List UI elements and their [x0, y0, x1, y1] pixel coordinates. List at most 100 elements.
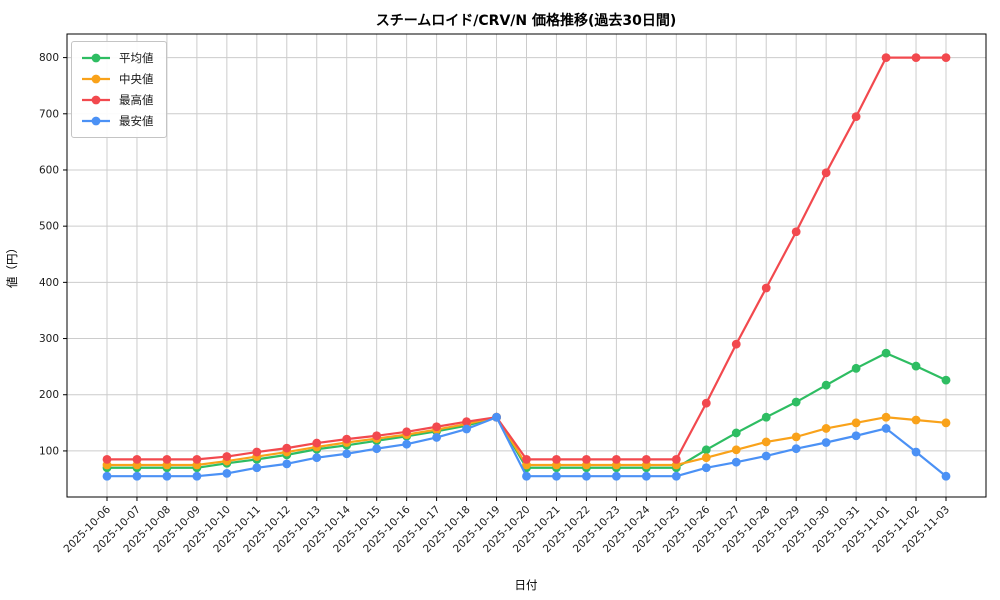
data-point: [492, 412, 501, 422]
data-point: [222, 452, 232, 461]
data-point: [731, 445, 741, 455]
data-point: [881, 53, 891, 62]
data-point: [911, 415, 921, 425]
data-point: [701, 398, 711, 408]
data-point: [701, 463, 711, 473]
data-point: [731, 457, 741, 467]
data-point: [192, 471, 202, 481]
legend-item-最高値: 最高値: [81, 91, 154, 109]
data-point: [911, 447, 921, 457]
data-point: [791, 432, 801, 442]
data-point: [132, 471, 142, 481]
data-point: [462, 424, 471, 434]
data-point: [821, 438, 831, 447]
y-tick-label: 300: [39, 333, 59, 345]
data-point: [552, 471, 561, 481]
data-point: [132, 454, 142, 464]
data-point: [372, 431, 382, 441]
data-point: [851, 363, 861, 373]
data-point: [372, 444, 382, 454]
data-point: [671, 471, 681, 481]
data-point: [611, 471, 621, 481]
legend-marker-icon: [82, 95, 110, 105]
data-point: [282, 443, 292, 453]
data-point: [641, 471, 651, 481]
legend-item-中央値: 中央値: [81, 70, 154, 88]
y-tick-label: 800: [39, 52, 59, 64]
data-point: [791, 397, 801, 407]
data-point: [731, 428, 741, 438]
data-point: [312, 453, 322, 463]
data-point: [881, 348, 891, 358]
y-tick-label: 500: [39, 221, 59, 233]
data-point: [222, 469, 232, 478]
data-point: [851, 112, 861, 121]
data-point: [192, 454, 202, 464]
data-point: [102, 454, 112, 464]
data-point: [701, 453, 711, 463]
data-point: [402, 427, 412, 437]
y-tick-label: 700: [39, 108, 59, 120]
chart-title: スチームロイド/CRV/N 価格推移(過去30日間): [376, 12, 677, 29]
data-point: [941, 53, 951, 62]
data-point: [582, 454, 591, 464]
data-point: [821, 168, 831, 178]
data-point: [851, 418, 861, 428]
data-point: [522, 454, 531, 464]
data-point: [761, 412, 771, 422]
y-tick-label: 200: [39, 389, 59, 401]
data-point: [402, 439, 412, 449]
data-point: [522, 471, 531, 481]
data-point: [911, 361, 921, 371]
x-axis-label: 日付: [515, 578, 538, 592]
data-point: [941, 375, 951, 385]
data-point: [671, 454, 681, 464]
data-point: [791, 444, 801, 454]
data-point: [162, 471, 172, 481]
chart-legend: 平均値中央値最高値最安値: [71, 41, 167, 138]
data-point: [462, 417, 471, 427]
y-tick-label: 400: [39, 277, 59, 289]
data-point: [761, 283, 771, 293]
data-point: [761, 451, 771, 461]
legend-label: 最高値: [119, 93, 154, 107]
data-point: [432, 422, 442, 432]
y-tick-label: 100: [39, 445, 59, 457]
legend-item-最安値: 最安値: [81, 112, 154, 130]
data-point: [791, 227, 801, 237]
data-point: [552, 454, 561, 464]
y-tick-label: 600: [39, 164, 59, 176]
data-point: [821, 380, 831, 390]
data-point: [911, 53, 921, 62]
data-point: [312, 438, 322, 448]
data-point: [432, 433, 442, 442]
data-point: [162, 454, 172, 464]
data-point: [641, 454, 651, 464]
data-point: [941, 471, 951, 481]
data-point: [761, 437, 771, 447]
data-point: [821, 424, 831, 433]
data-point: [851, 431, 861, 441]
legend-label: 平均値: [119, 51, 154, 65]
data-point: [282, 459, 292, 469]
data-point: [342, 434, 352, 444]
legend-label: 中央値: [119, 72, 154, 86]
legend-label: 最安値: [119, 114, 154, 128]
data-point: [582, 471, 591, 481]
data-point: [881, 424, 891, 433]
y-axis-label: 値（円）: [5, 242, 19, 288]
legend-marker-icon: [82, 53, 110, 63]
data-point: [252, 463, 262, 473]
data-point: [102, 471, 112, 481]
data-point: [342, 449, 352, 459]
legend-marker-icon: [82, 74, 110, 84]
data-point: [252, 447, 262, 457]
data-point: [881, 412, 891, 422]
data-point: [701, 445, 711, 455]
legend-item-平均値: 平均値: [81, 49, 154, 67]
data-point: [731, 339, 741, 349]
data-point: [611, 454, 621, 464]
legend-marker-icon: [82, 116, 110, 126]
